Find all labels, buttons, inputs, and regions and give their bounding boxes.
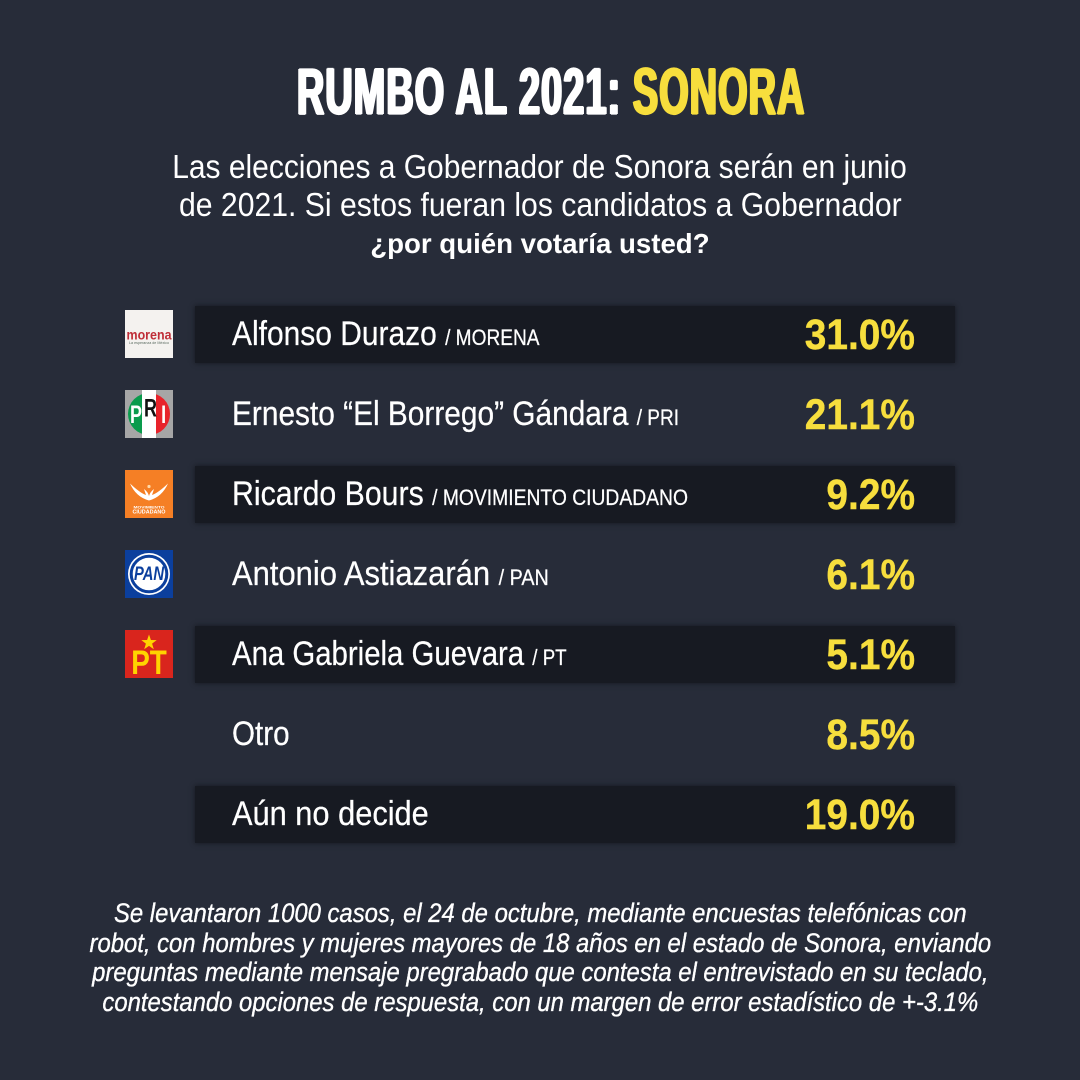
svg-text:P: P: [130, 400, 142, 429]
svg-text:PT: PT: [131, 643, 167, 678]
svg-text:R: R: [144, 394, 157, 423]
svg-text:morena: morena: [127, 327, 172, 343]
svg-text:CIUDADANO: CIUDADANO: [133, 510, 166, 516]
svg-text:I: I: [161, 400, 166, 429]
svg-text:La esperanza de México: La esperanza de México: [129, 341, 169, 345]
svg-text:PAN: PAN: [134, 564, 165, 585]
svg-text:MOVIMIENTO: MOVIMIENTO: [134, 504, 165, 509]
